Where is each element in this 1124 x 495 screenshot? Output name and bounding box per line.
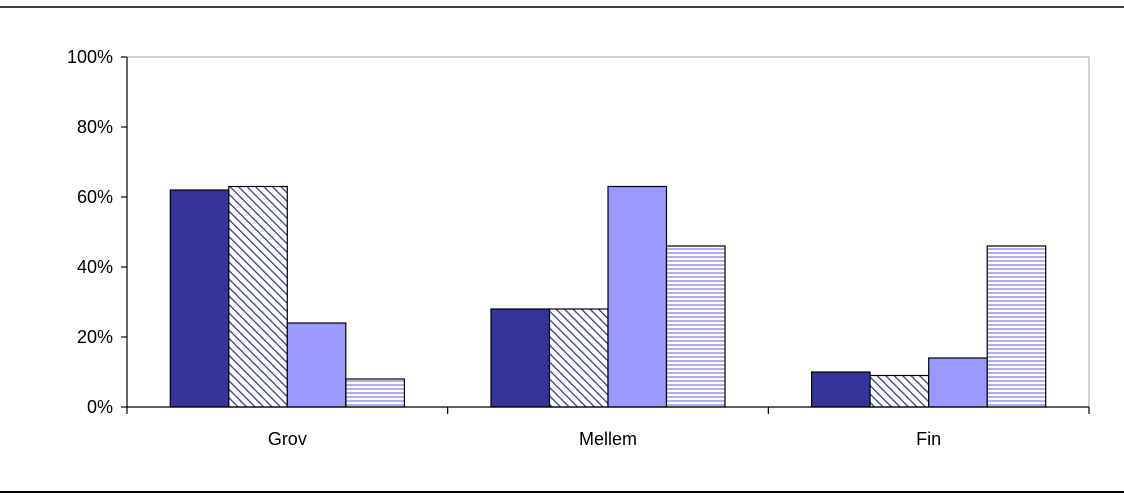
bar-grov-s3 — [286, 322, 347, 408]
x-tick-label: Fin — [916, 429, 941, 449]
bar-fin-s4 — [986, 245, 1047, 408]
x-tick-label: Mellem — [579, 429, 637, 449]
bar-mellem-s3 — [607, 185, 668, 408]
y-tick-label: 20% — [77, 327, 113, 347]
y-tick-label: 40% — [77, 257, 113, 277]
bar-grov-s2 — [228, 185, 288, 408]
y-tick-label: 60% — [77, 187, 113, 207]
y-tick-label: 100% — [67, 47, 113, 67]
bar-grov-s4 — [345, 378, 405, 408]
bar-fin-s1 — [810, 371, 871, 408]
y-tick-label: 0% — [87, 397, 113, 417]
bar-fin-s3 — [928, 357, 988, 408]
y-tick-label: 80% — [77, 117, 113, 137]
y-axis-ticks: 0% 20% 40% 60% 80% 100% — [67, 47, 127, 417]
bar-mellem-s4 — [665, 245, 726, 408]
x-tick-label: Grov — [268, 429, 307, 449]
bar-mellem-s1 — [490, 308, 551, 408]
bar-mellem-s2 — [548, 308, 609, 408]
x-axis-ticks: Grov Mellem Fin — [126, 407, 1090, 449]
bars-group — [169, 185, 1047, 408]
bar-fin-s2 — [869, 374, 930, 408]
bar-grov-s1 — [169, 189, 230, 408]
